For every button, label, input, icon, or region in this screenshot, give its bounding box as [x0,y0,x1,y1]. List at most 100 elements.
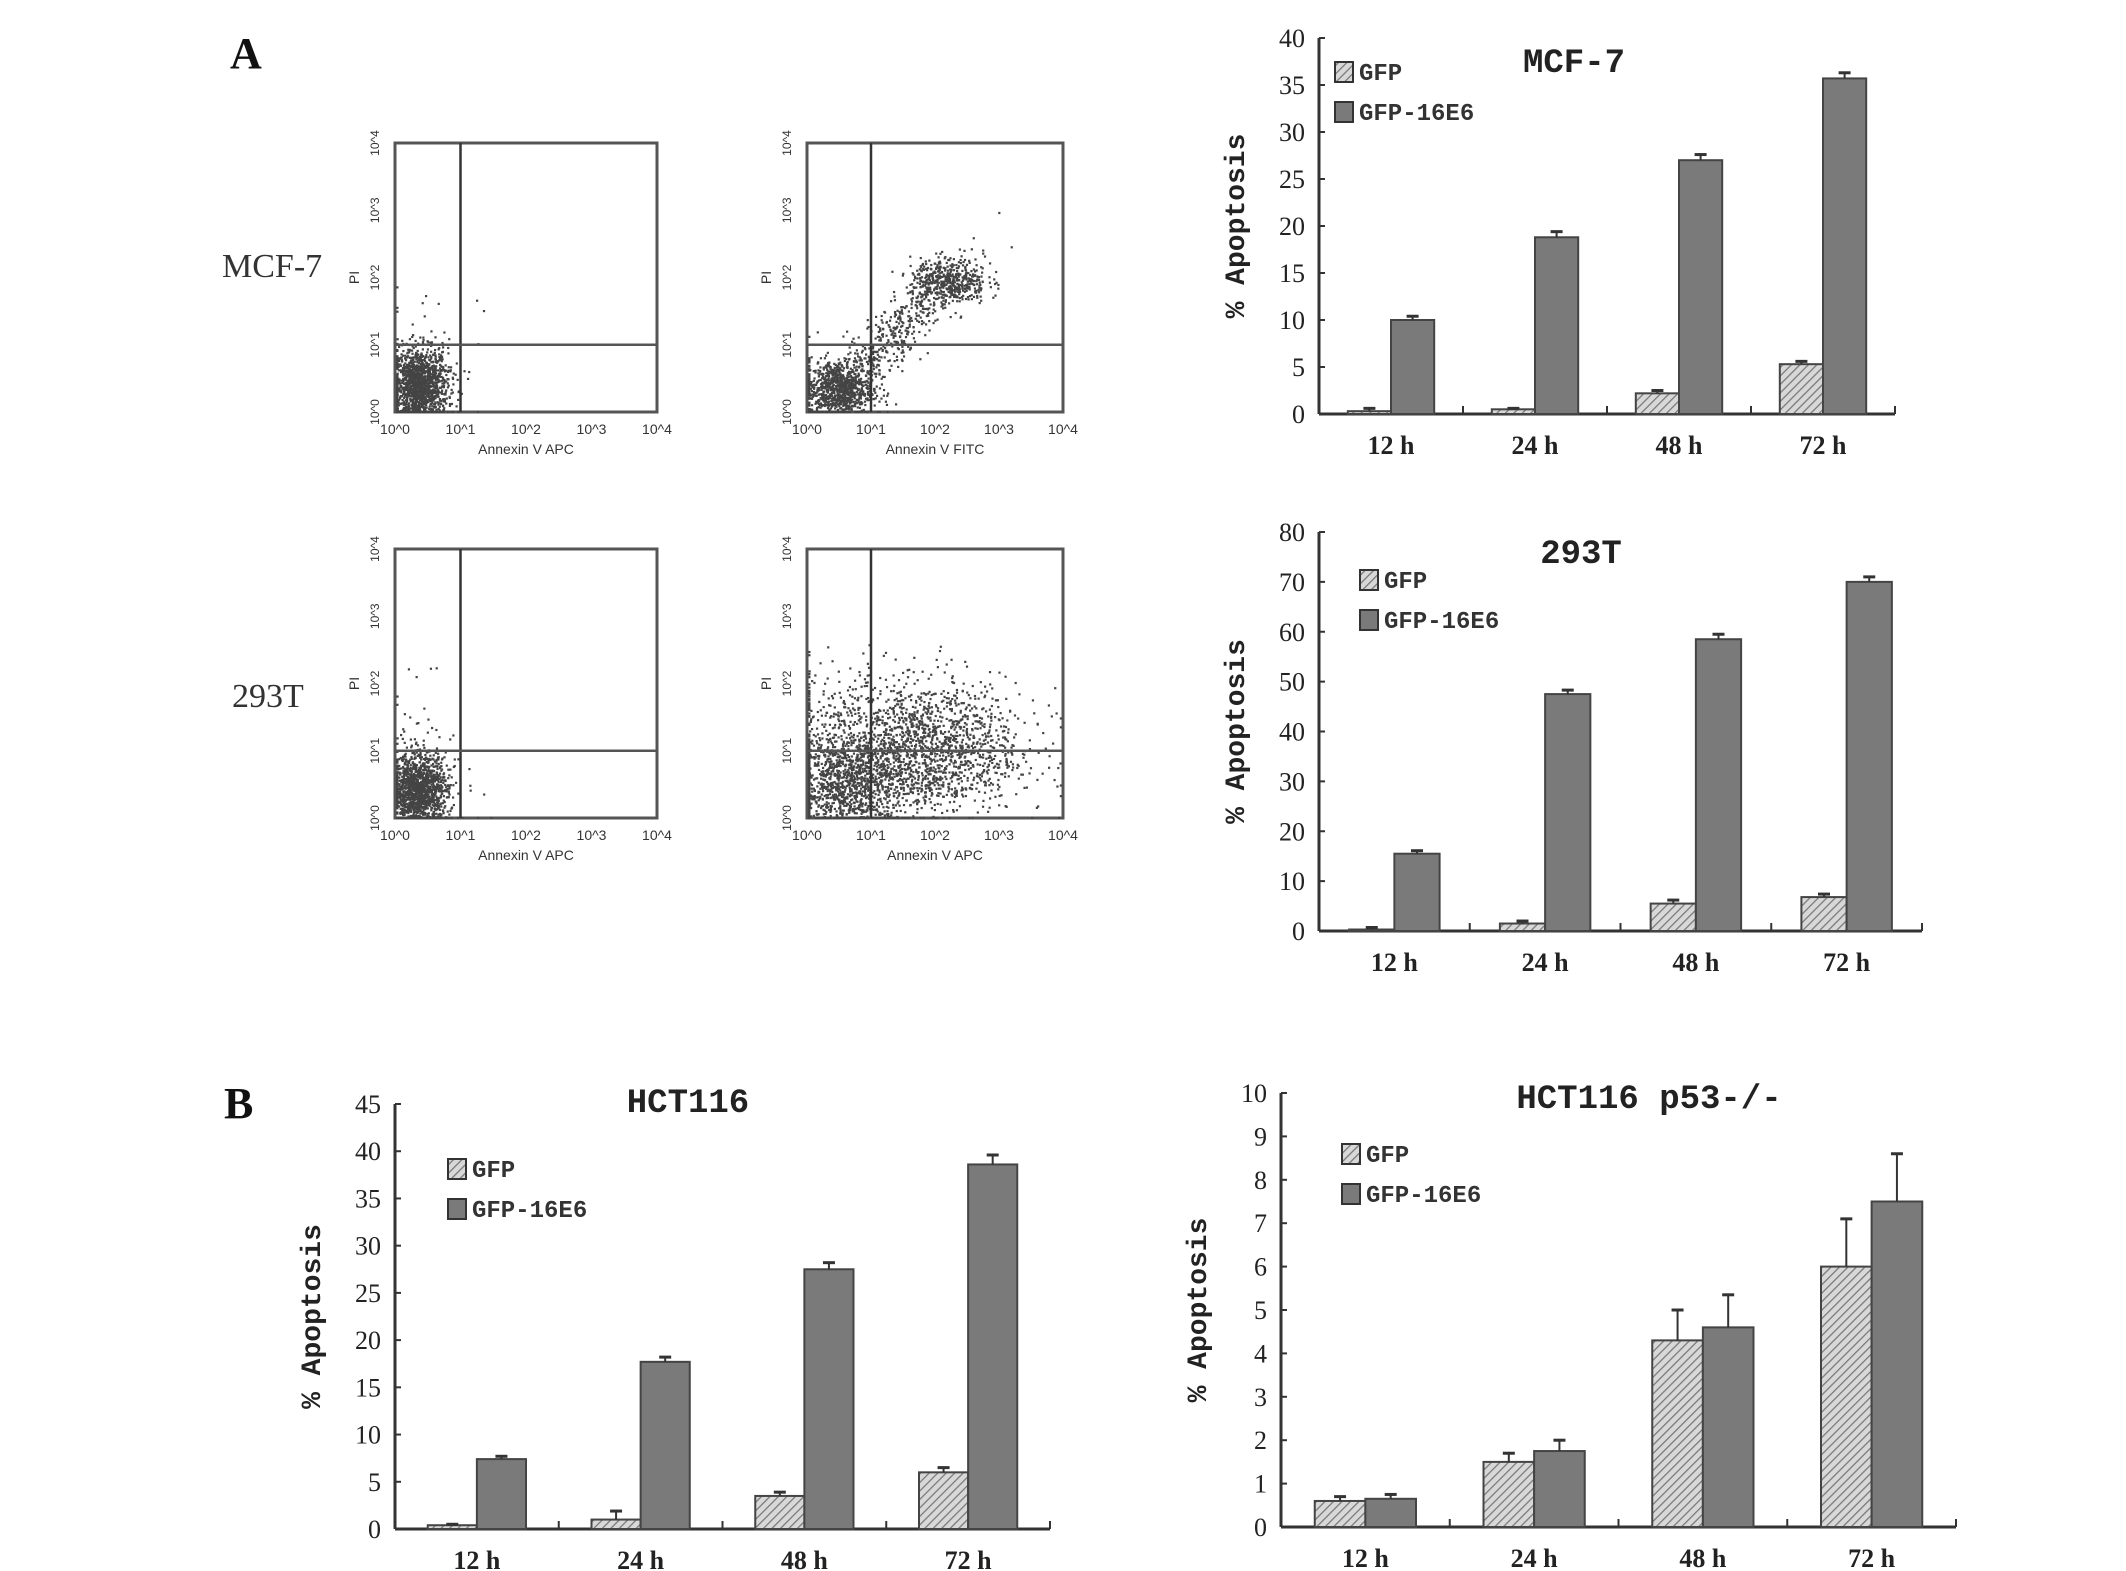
event-dot [437,403,440,406]
event-dot [414,345,417,348]
event-dot [945,294,948,297]
event-dot [396,771,399,775]
event-dot [424,400,427,403]
event-dot [418,366,421,370]
event-dot [846,363,849,366]
event-dot [913,279,916,282]
chart-title: 293T [1540,536,1622,574]
event-dot [943,274,946,277]
x-tick-label: 10^4 [1048,421,1078,437]
event-dot [421,368,424,372]
event-dot [827,374,831,378]
y-axis-label: % Apoptosis [298,1224,329,1409]
event-dot [446,816,449,819]
event-dot [423,372,427,375]
event-dot [401,807,404,810]
event-dot [925,282,928,285]
event-dot [398,793,401,796]
event-dot [866,391,870,394]
event-dot [416,781,419,784]
event-dot [854,393,857,396]
event-dot [405,401,408,404]
event-dot [399,371,403,374]
event-dot [430,806,433,809]
event-dot [423,812,426,815]
event-dot [410,374,414,377]
event-dot [409,786,413,789]
event-dot [957,283,960,286]
event-dot [416,354,419,357]
event-dot [888,359,892,362]
event-dot [398,764,401,767]
event-dot [978,286,981,289]
event-dot [396,386,399,389]
event-dot [436,799,440,802]
event-dot [419,791,422,794]
event-dot [424,295,428,298]
event-dot [412,401,415,404]
event-dot [922,268,926,271]
event-dot [447,791,450,794]
event-dot [432,815,435,818]
event-dot [396,361,399,364]
event-dot [994,282,997,286]
event-dot [417,776,420,779]
event-dot [441,776,444,779]
event-dot [825,395,828,399]
event-dot [439,410,442,413]
event-dot [404,367,408,370]
event-dot [439,402,442,405]
event-dot [902,272,905,275]
event-dot [399,356,403,359]
event-dot [437,393,440,396]
event-dot [447,366,450,369]
event-dot [832,377,835,380]
event-dot [953,281,956,284]
event-dot [430,341,434,344]
y-tick-label: 15 [1279,259,1305,288]
event-dot [958,300,961,303]
event-dot [402,758,405,761]
event-dot [448,404,452,407]
x-tick-label: 12 h [1342,1544,1390,1571]
event-dot [826,410,829,413]
event-dot [854,382,857,386]
event-dot [841,394,844,397]
event-dot [397,398,401,401]
event-dot [440,392,443,395]
event-dot [856,406,859,409]
event-dot [874,323,878,327]
event-dot [840,410,843,413]
event-dot [424,402,427,405]
event-dot [840,403,843,406]
y-tick-label: 20 [1279,212,1305,241]
event-dot [934,297,937,301]
event-dot [425,361,428,364]
bar-gfp-72h [918,1471,970,1531]
event-dot [429,781,432,784]
event-dot [442,789,445,793]
event-dot [450,392,453,395]
event-dot [894,332,897,335]
event-dot [837,384,840,387]
event-dot [438,804,441,807]
event-dot [821,384,824,388]
y-tick-label: 0 [1292,400,1305,429]
event-dot [423,375,426,378]
event-dot [955,267,958,270]
event-dot [416,349,419,353]
event-dot [396,765,399,769]
event-dot [444,751,447,754]
event-dot [404,404,407,407]
event-dot [847,393,850,397]
event-dot [441,350,445,354]
event-dot [405,783,408,787]
event-dot [813,410,816,413]
event-dot [997,287,1000,290]
event-dot [840,406,843,410]
event-dot [927,274,930,277]
event-dot [424,808,427,811]
event-dot [929,282,932,285]
event-dot [396,310,399,313]
